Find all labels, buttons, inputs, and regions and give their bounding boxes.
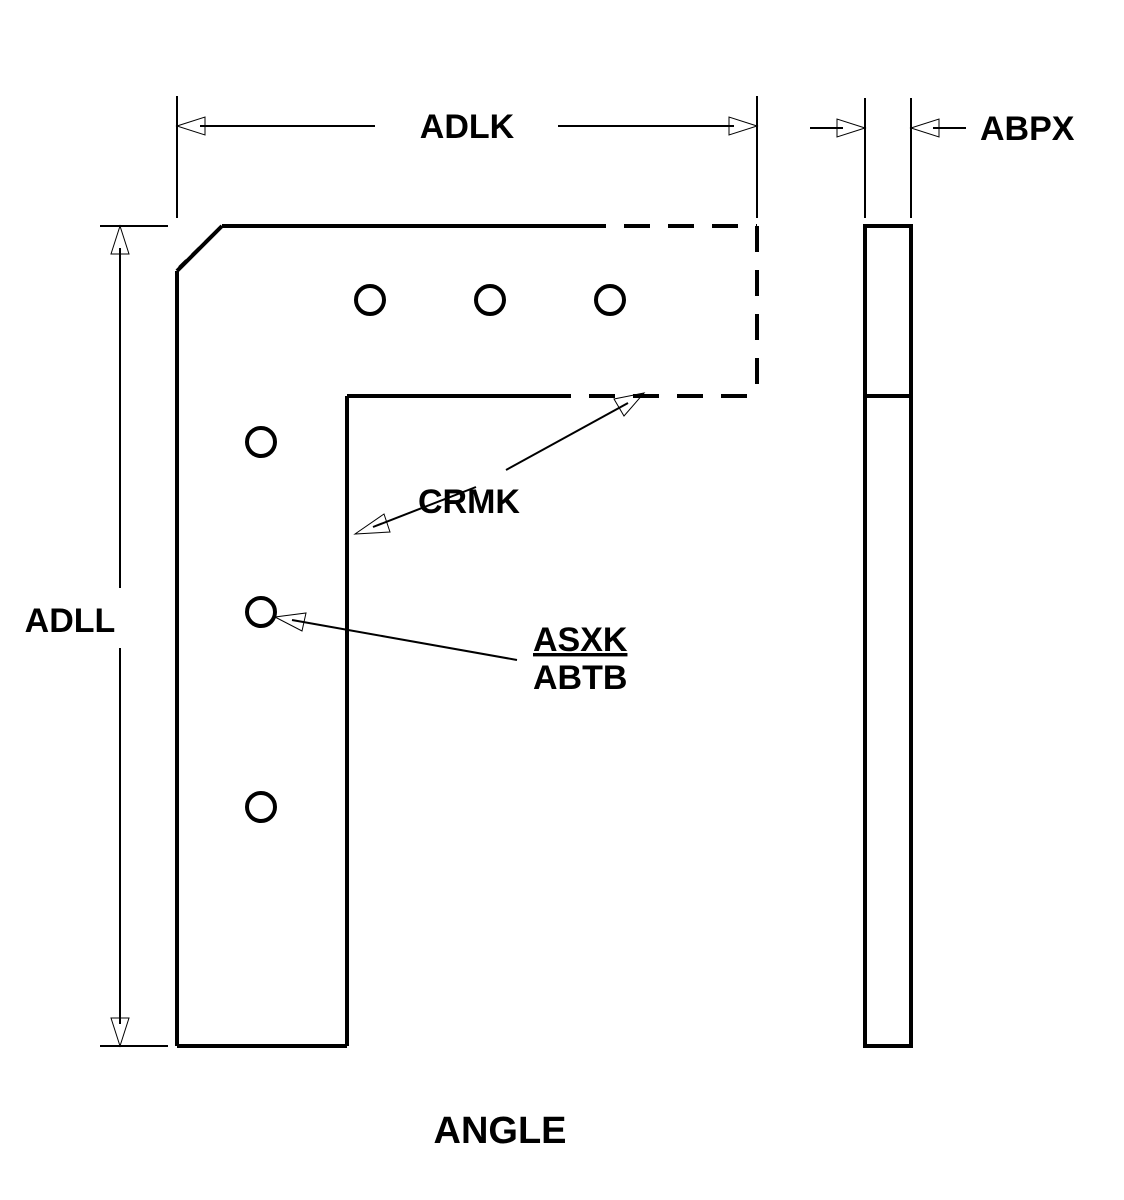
side-view	[865, 226, 911, 1046]
leader-label-crmk: CRMK	[418, 483, 520, 521]
hole	[247, 428, 275, 456]
dim-adlk: ADLK	[177, 96, 757, 218]
holes	[247, 286, 624, 821]
dim-adll: ADLL	[25, 226, 168, 1046]
hole	[247, 793, 275, 821]
leader-line	[506, 403, 628, 470]
leader-crmk: CRMK	[355, 393, 644, 534]
hole	[247, 598, 275, 626]
diagram-title: ANGLE	[434, 1110, 567, 1152]
front-view	[177, 226, 757, 1046]
arrowhead	[355, 514, 390, 534]
hole	[596, 286, 624, 314]
chamfer-edge	[177, 226, 222, 271]
leader-asxk-abtb: ASXK ABTB	[275, 613, 628, 697]
leader-line	[292, 620, 517, 660]
dim-label-adll: ADLL	[25, 602, 116, 640]
dim-label-adlk: ADLK	[420, 108, 515, 146]
side-outline	[865, 226, 911, 1046]
hole	[476, 286, 504, 314]
dim-label-abpx: ABPX	[980, 110, 1075, 148]
leader-label-asxk: ASXK	[533, 621, 628, 659]
dim-abpx: ABPX	[810, 98, 1075, 218]
leader-label-abtb: ABTB	[533, 659, 627, 697]
hole	[356, 286, 384, 314]
